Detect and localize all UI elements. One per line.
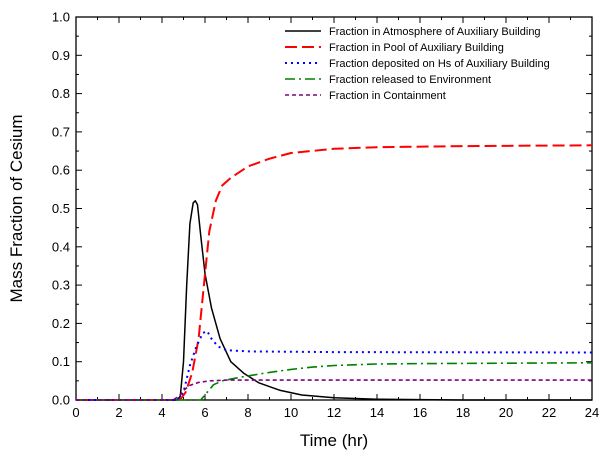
y-tick-label: 0.5 — [52, 201, 70, 216]
series-line-2 — [76, 144, 593, 401]
y-tick-label: 0.9 — [52, 48, 70, 63]
legend-label-1: Fraction in Atmosphere of Auxiliary Buil… — [329, 26, 541, 38]
x-tick-label: 18 — [456, 405, 470, 420]
x-tick-label: 2 — [115, 405, 122, 420]
x-tick-label: 6 — [201, 405, 208, 420]
x-tick-label: 22 — [542, 405, 556, 420]
x-tick-label: 4 — [158, 405, 165, 420]
x-tick-label: 20 — [499, 405, 513, 420]
y-tick-label: 0.4 — [52, 239, 70, 254]
legend-label-2: Fraction in Pool of Auxiliary Building — [329, 42, 504, 54]
x-axis-title: Time (hr) — [300, 431, 368, 450]
x-tick-label: 14 — [370, 405, 384, 420]
series-layer — [76, 144, 593, 401]
y-tick-label: 0.3 — [52, 278, 70, 293]
series-line-1 — [76, 200, 592, 401]
y-tick-label: 0.0 — [52, 393, 70, 408]
plot-area — [75, 16, 593, 401]
x-tick-labels: 0 2 4 6 8 10 12 14 16 18 20 22 24 — [72, 405, 599, 420]
legend: Fraction in Atmosphere of Auxiliary Buil… — [285, 26, 550, 102]
x-tick-label: 12 — [327, 405, 341, 420]
x-tick-label: 0 — [72, 405, 79, 420]
series-line-4 — [76, 362, 593, 401]
x-tick-label: 10 — [284, 405, 298, 420]
legend-label-3: Fraction deposited on Hs of Auxiliary Bu… — [329, 58, 550, 70]
legend-label-5: Fraction in Containment — [329, 90, 446, 102]
x-tick-label: 8 — [244, 405, 251, 420]
y-tick-label: 1.0 — [52, 10, 70, 25]
axis-ticks — [75, 16, 593, 401]
legend-label-4: Fraction released to Environment — [329, 74, 491, 86]
y-tick-label: 0.2 — [52, 316, 70, 331]
y-tick-labels: 0.0 0.1 0.2 0.3 0.4 0.5 0.6 0.7 0.8 0.9 1.0 — [52, 10, 70, 408]
x-tick-label: 24 — [585, 405, 599, 420]
y-tick-label: 0.1 — [52, 354, 70, 369]
series-line-3 — [76, 330, 593, 401]
y-tick-label: 0.6 — [52, 163, 70, 178]
x-tick-label: 16 — [413, 405, 427, 420]
y-axis-title: Mass Fraction of Cesium — [7, 115, 26, 303]
y-tick-label: 0.7 — [52, 124, 70, 139]
y-tick-label: 0.8 — [52, 86, 70, 101]
series-line-5 — [76, 379, 592, 401]
